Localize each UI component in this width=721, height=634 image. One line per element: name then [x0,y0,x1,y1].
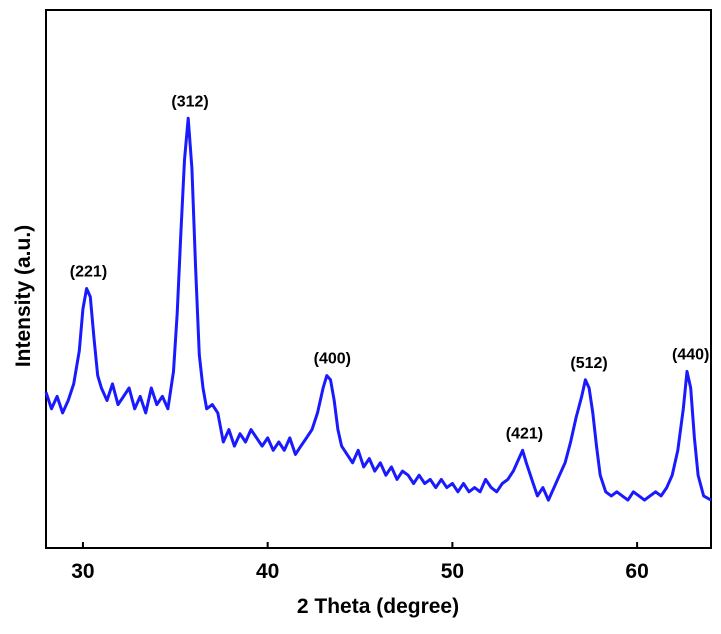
x-tick-label: 40 [256,560,279,583]
x-axis-title: 2 Theta (degree) [297,595,459,618]
peak-annotations: (221) (312) (400) (421) (512) (440) [70,93,710,442]
y-axis-title: Intensity (a.u.) [12,225,35,367]
peak-label: (400) [314,351,351,368]
plot-frame [45,9,712,549]
series-line [44,116,712,502]
x-ticks: 30 40 50 60 [71,542,649,583]
x-tick-label: 60 [625,560,648,583]
peak-label: (421) [506,425,543,442]
x-tick-label: 30 [71,560,94,583]
peak-label: (440) [672,346,709,363]
peak-label: (221) [70,263,107,280]
x-tick-label: 50 [441,560,464,583]
peak-label: (312) [171,93,208,110]
peak-label: (512) [570,355,607,372]
